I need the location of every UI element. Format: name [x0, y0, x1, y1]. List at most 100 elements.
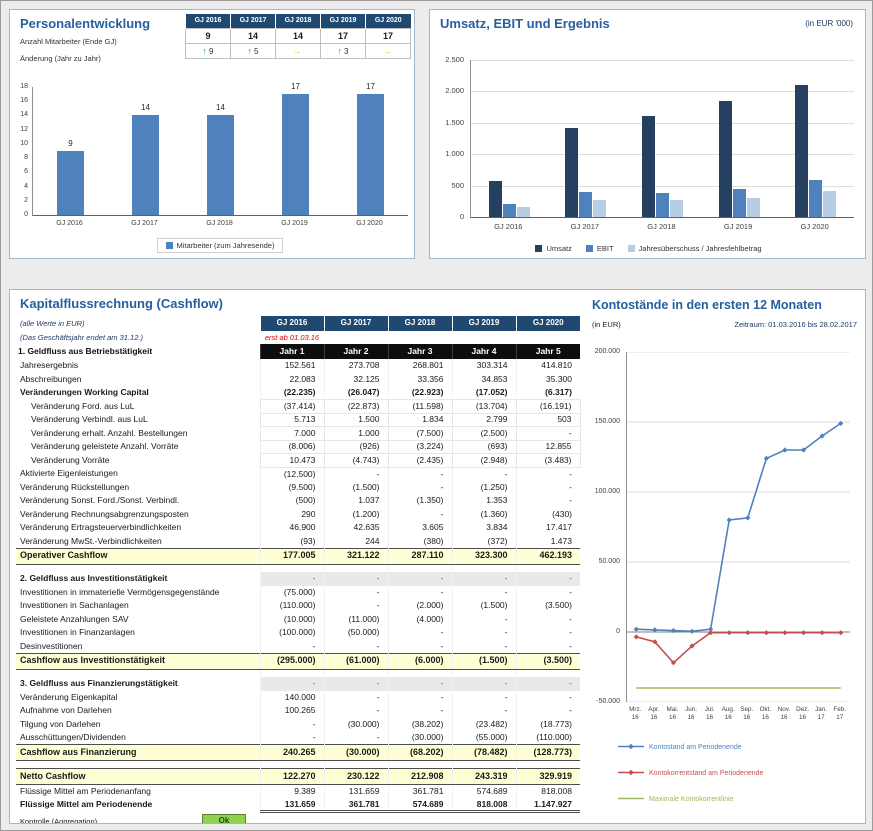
- empty-cell: [516, 331, 580, 344]
- cell-value: 321.122: [323, 547, 388, 565]
- cell-value: -: [259, 572, 324, 586]
- cell-value: 1.353: [451, 494, 516, 508]
- cell-value: [451, 760, 516, 769]
- cell-value: (380): [387, 534, 452, 548]
- empty-cell: [324, 812, 388, 824]
- table-row: Veränderung Ford. aus LuL (37.414) (22.873…: [16, 399, 581, 414]
- cell-value: -: [387, 690, 452, 704]
- cell-value: [323, 669, 388, 677]
- control-row: Kontrolle (Aggregation) Ok: [16, 812, 580, 824]
- cell-value: -: [451, 572, 516, 586]
- panel-bottom: Kapitalflussrechnung (Cashflow) (alle We…: [9, 289, 866, 824]
- cell-value: (22.923): [387, 386, 452, 400]
- bar: [579, 191, 593, 217]
- cashflow-title: Kapitalflussrechnung (Cashflow): [20, 296, 223, 311]
- month-label: Nov.: [777, 706, 791, 713]
- cell-value: 268.801: [387, 359, 452, 373]
- section-label: 1. Geldfluss aus Betriebstätigkeit: [18, 346, 153, 357]
- cell-value: -: [387, 467, 452, 481]
- x-axis-label: Jul. 16: [700, 706, 719, 721]
- year-column-header: Jahr 5: [515, 344, 580, 359]
- cell-value: (30.000): [323, 717, 388, 731]
- x-axis-labels: GJ 2016 GJ 2017 GJ 2018 GJ 2019 GJ 2020: [470, 222, 854, 234]
- headcount-table-header-row: GJ 2016 GJ 2017 GJ 2018 GJ 2019 GJ 2020: [185, 14, 411, 28]
- cell-value: 574.689: [387, 798, 452, 813]
- table-row: Veränderung Sonst. Ford./Sonst. Verbindl…: [16, 494, 580, 508]
- cell-value: (78.482): [451, 744, 516, 761]
- cell-value: -: [515, 467, 580, 481]
- table-row: 3. Geldfluss aus Finanzierungstätigkeit -…: [16, 677, 580, 691]
- row-label: Aktivierte Eigenleistungen: [20, 468, 118, 479]
- empty-cell: [452, 812, 516, 824]
- bar-value-label: 9: [68, 139, 73, 148]
- cell-value: (30.000): [323, 744, 388, 761]
- bar: [207, 115, 234, 215]
- x-axis-label: Jan. 17: [812, 706, 831, 721]
- y-tick-label: 500: [451, 180, 464, 190]
- legend-label: Kontokorrentstand am Periodenende: [649, 769, 764, 777]
- x-axis-label: Apr. 16: [645, 706, 664, 721]
- month-label: Mrz.: [629, 706, 642, 713]
- bar: [809, 179, 823, 217]
- accounts-period-label: Zeitraum: 01.03.2016 bis 28.02.2017: [734, 320, 857, 329]
- table-row: Veränderung Verbindl. aus LuL 5.713 1.500 1…: [16, 412, 581, 427]
- headcount-value: 14: [230, 27, 276, 44]
- bar: [670, 200, 683, 217]
- x-axis-label: Feb. 17: [830, 706, 849, 721]
- cell-value: 7.000: [259, 426, 325, 441]
- row-label: Flüssige Mittel am Periodenanfang: [20, 786, 151, 797]
- gridline: [471, 60, 854, 61]
- y-tick-label: 14: [20, 111, 28, 119]
- legend-swatch-icon: [585, 245, 593, 252]
- year-header: GJ 2020: [515, 316, 580, 331]
- cell-value: 1.834: [387, 412, 453, 427]
- cell-value: 1.473: [515, 534, 580, 548]
- legend-label: Mitarbeiter (zum Jahresende): [176, 241, 275, 250]
- cell-value: (26.047): [323, 386, 388, 400]
- y-axis: 0 500 1.000 1.500 2.000 2.500: [436, 56, 466, 220]
- cell-value: 140.000: [259, 690, 324, 704]
- y-tick-label: 8: [24, 154, 28, 162]
- cell-value: -: [387, 704, 452, 718]
- cell-value: (9.500): [259, 480, 324, 494]
- bar: [565, 127, 579, 217]
- year-column-header: Jahr 1: [259, 344, 324, 359]
- change-cell: ↑ 3: [320, 42, 366, 59]
- cell-value: (75.000): [259, 585, 324, 599]
- year-label: 16: [668, 713, 676, 721]
- cell-value: (430): [515, 507, 580, 521]
- row-label: Veränderung Sonst. Ford./Sonst. Verbindl…: [20, 495, 180, 506]
- cell-value: 230.122: [323, 768, 388, 785]
- row-label: Investitionen in Finanzanlagen: [20, 627, 135, 638]
- cell-value: (18.773): [515, 717, 580, 731]
- cell-value: -: [387, 572, 452, 586]
- row-label: Netto Cashflow: [16, 768, 260, 785]
- cell-value: -: [515, 480, 580, 494]
- cell-value: 5.713: [259, 412, 325, 427]
- cell-value: -: [515, 585, 580, 599]
- row-label: Aufnahme von Darlehen: [20, 705, 112, 716]
- year-label: 16: [724, 713, 732, 721]
- row-label: Veränderung Rechnungsabgrenzungsposten: [20, 508, 189, 519]
- cell-value: (10.000): [259, 612, 324, 626]
- cell-value: 131.659: [259, 798, 324, 813]
- x-axis-label: Sep. 16: [738, 706, 757, 721]
- y-tick-label: 18: [20, 83, 28, 90]
- cashflow-table: (alle Werte in EUR) GJ 2016 GJ 2017 GJ 2018…: [16, 316, 581, 824]
- headcount-value: 17: [320, 27, 366, 44]
- legend-item: Maximale Kontokorrentlinie: [618, 790, 858, 808]
- empty-cell: [388, 331, 452, 344]
- cell-value: (295.000): [259, 652, 324, 670]
- cell-value: (2.000): [387, 599, 452, 613]
- row-label: 2. Geldfluss aus Investitionstätigkeit: [20, 573, 168, 584]
- cell-value: -: [451, 612, 516, 626]
- row-label: Veränderung Rückstellungen: [20, 481, 130, 492]
- headcount-table: GJ 2016 GJ 2017 GJ 2018 GJ 2019 GJ 2020 9 14 1…: [185, 14, 411, 59]
- row-label: Investitionen in Sachanlagen: [20, 600, 129, 611]
- cell-value: 32.125: [323, 372, 388, 386]
- cell-value: -: [323, 731, 388, 745]
- bar: [132, 115, 159, 215]
- x-axis-label: GJ 2018: [647, 222, 676, 231]
- table-row: Geleistete Anzahlungen SAV (10.000) (11.00…: [16, 612, 580, 626]
